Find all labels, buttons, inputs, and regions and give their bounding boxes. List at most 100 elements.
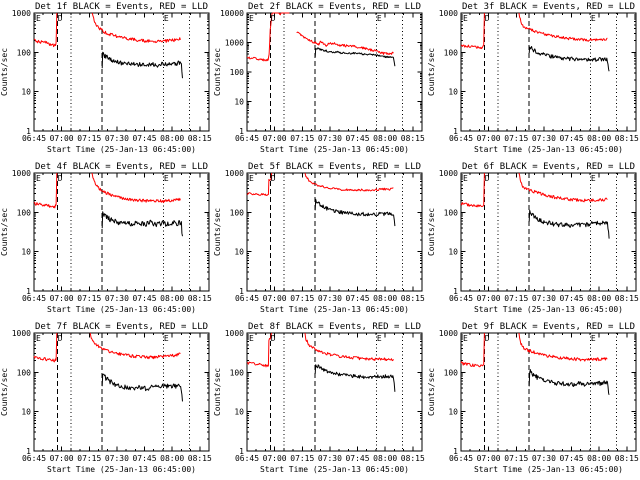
- y-tick-labels: 1 10 100 1000: [225, 329, 244, 456]
- x-tick-label: 08:15: [401, 454, 425, 463]
- x-axis-label: Start Time (25-Jan-13 06:45:00): [474, 305, 623, 314]
- events-curve: [101, 211, 183, 237]
- x-axis-label: Start Time (25-Jan-13 06:45:00): [47, 465, 196, 474]
- y-tick-labels: 1 10 100 1000: [438, 329, 457, 456]
- flag-letter-e: E: [249, 14, 254, 23]
- flag-letter-e: E: [249, 174, 254, 183]
- x-tick-label: 07:00: [263, 134, 287, 143]
- y-axis-label: Counts/sec: [427, 368, 436, 416]
- y-tick-label: 10000: [220, 9, 244, 18]
- x-tick-label: 08:15: [401, 294, 425, 303]
- x-tick-label: 06:45: [22, 134, 46, 143]
- orbit-marker-lines: [270, 333, 404, 451]
- y-tick-labels: 1 10 100 1000: [12, 9, 31, 136]
- events-curve: [101, 373, 183, 402]
- x-tick-label: 07:00: [263, 454, 287, 463]
- x-tick-labels: 06:45 07:00 07:15 07:30 07:45 08:00 08:15: [22, 134, 212, 143]
- y-tick-label: 10: [235, 248, 245, 257]
- x-tick-label: 07:30: [318, 294, 342, 303]
- x-tick-label: 07:15: [504, 454, 528, 463]
- events-curve: [101, 51, 183, 79]
- orbit-marker-lines: [56, 173, 190, 291]
- x-tick-label: 08:15: [614, 294, 638, 303]
- events-curve: [315, 47, 396, 67]
- y-axis-label: Counts/sec: [427, 208, 436, 256]
- x-tick-label: 06:45: [235, 134, 259, 143]
- flag-letter-e: E: [463, 334, 468, 343]
- panel-det-8f: Det 8f BLACK = Events, RED = LLD Counts/s…: [213, 320, 426, 480]
- x-tick-labels: 06:45 07:00 07:15 07:30 07:45 08:00 08:15: [235, 294, 425, 303]
- y-tick-label: 10: [235, 408, 245, 417]
- x-tick-label: 07:00: [476, 454, 500, 463]
- plot-det-7f: Det 7f BLACK = Events, RED = LLD Counts/s…: [0, 322, 212, 474]
- x-tick-label: 07:30: [105, 134, 129, 143]
- orbit-marker-lines: [270, 173, 404, 291]
- x-tick-label: 08:15: [401, 134, 425, 143]
- y-tick-labels: 1 10 100 1000 10000: [220, 9, 244, 136]
- panel-title: Det 9f BLACK = Events, RED = LLD: [462, 322, 635, 332]
- x-tick-label: 07:00: [50, 454, 74, 463]
- flag-letter-d: D: [484, 334, 489, 343]
- x-tick-label: 08:00: [160, 454, 184, 463]
- plot-frame: [33, 172, 210, 292]
- flag-letter-e: E: [377, 174, 382, 183]
- orbit-marker-lines: [483, 13, 617, 131]
- x-tick-label: 07:45: [559, 454, 583, 463]
- x-tick-labels: 06:45 07:00 07:15 07:30 07:45 08:00 08:15: [449, 294, 639, 303]
- y-axis-label: Counts/sec: [213, 368, 222, 416]
- y-tick-label: 100: [17, 208, 32, 217]
- x-axis-label: Start Time (25-Jan-13 06:45:00): [474, 145, 623, 154]
- flag-letter-e: E: [377, 334, 382, 343]
- panel-title: Det 3f BLACK = Events, RED = LLD: [462, 2, 635, 12]
- x-tick-label: 08:15: [614, 134, 638, 143]
- x-tick-label: 08:00: [587, 294, 611, 303]
- x-tick-labels: 06:45 07:00 07:15 07:30 07:45 08:00 08:15: [449, 134, 639, 143]
- panel-title: Det 7f BLACK = Events, RED = LLD: [35, 322, 208, 332]
- x-tick-label: 08:15: [614, 454, 638, 463]
- x-tick-label: 08:00: [160, 134, 184, 143]
- x-tick-label: 08:00: [374, 294, 398, 303]
- y-tick-label: 1000: [12, 9, 31, 18]
- flag-letter-d: D: [484, 174, 489, 183]
- panel-det-5f: Det 5f BLACK = Events, RED = LLD Counts/s…: [213, 160, 426, 320]
- panel-det-2f: Det 2f BLACK = Events, RED = LLD Counts/s…: [213, 0, 426, 160]
- axis-ticks: [33, 332, 210, 452]
- flag-letter-d: D: [271, 14, 276, 23]
- y-tick-label: 100: [443, 208, 458, 217]
- y-tick-label: 1: [453, 127, 458, 136]
- events-curve: [528, 46, 610, 72]
- panel-det-9f: Det 9f BLACK = Events, RED = LLD Counts/s…: [427, 320, 640, 480]
- plot-det-2f: Det 2f BLACK = Events, RED = LLD Counts/s…: [213, 2, 425, 154]
- y-tick-label: 1: [26, 287, 31, 296]
- x-tick-label: 07:30: [532, 134, 556, 143]
- y-tick-label: 1: [26, 447, 31, 456]
- plot-frame: [33, 12, 210, 132]
- plot-det-5f: Det 5f BLACK = Events, RED = LLD Counts/s…: [213, 162, 425, 314]
- axis-ticks: [246, 332, 423, 452]
- y-tick-label: 1000: [12, 169, 31, 178]
- y-tick-label: 1: [240, 127, 245, 136]
- x-tick-label: 07:15: [291, 454, 315, 463]
- x-tick-label: 08:00: [374, 454, 398, 463]
- x-tick-labels: 06:45 07:00 07:15 07:30 07:45 08:00 08:15: [235, 454, 425, 463]
- x-tick-label: 06:45: [449, 454, 473, 463]
- x-tick-label: 06:45: [449, 134, 473, 143]
- y-tick-label: 100: [230, 368, 245, 377]
- x-tick-label: 07:30: [105, 294, 129, 303]
- lld-curve: [247, 12, 395, 62]
- y-tick-label: 10: [21, 408, 31, 417]
- y-axis-label: Counts/sec: [0, 368, 9, 416]
- x-tick-label: 07:45: [132, 294, 156, 303]
- y-tick-label: 10: [235, 97, 245, 106]
- lld-curve: [246, 172, 394, 197]
- events-curve: [528, 369, 610, 395]
- flag-letter-d: D: [58, 334, 63, 343]
- y-axis-label: Counts/sec: [0, 48, 9, 96]
- plot-det-4f: Det 4f BLACK = Events, RED = LLD Counts/s…: [0, 162, 212, 314]
- orbit-marker-lines: [56, 333, 190, 451]
- orbit-marker-lines: [270, 13, 404, 131]
